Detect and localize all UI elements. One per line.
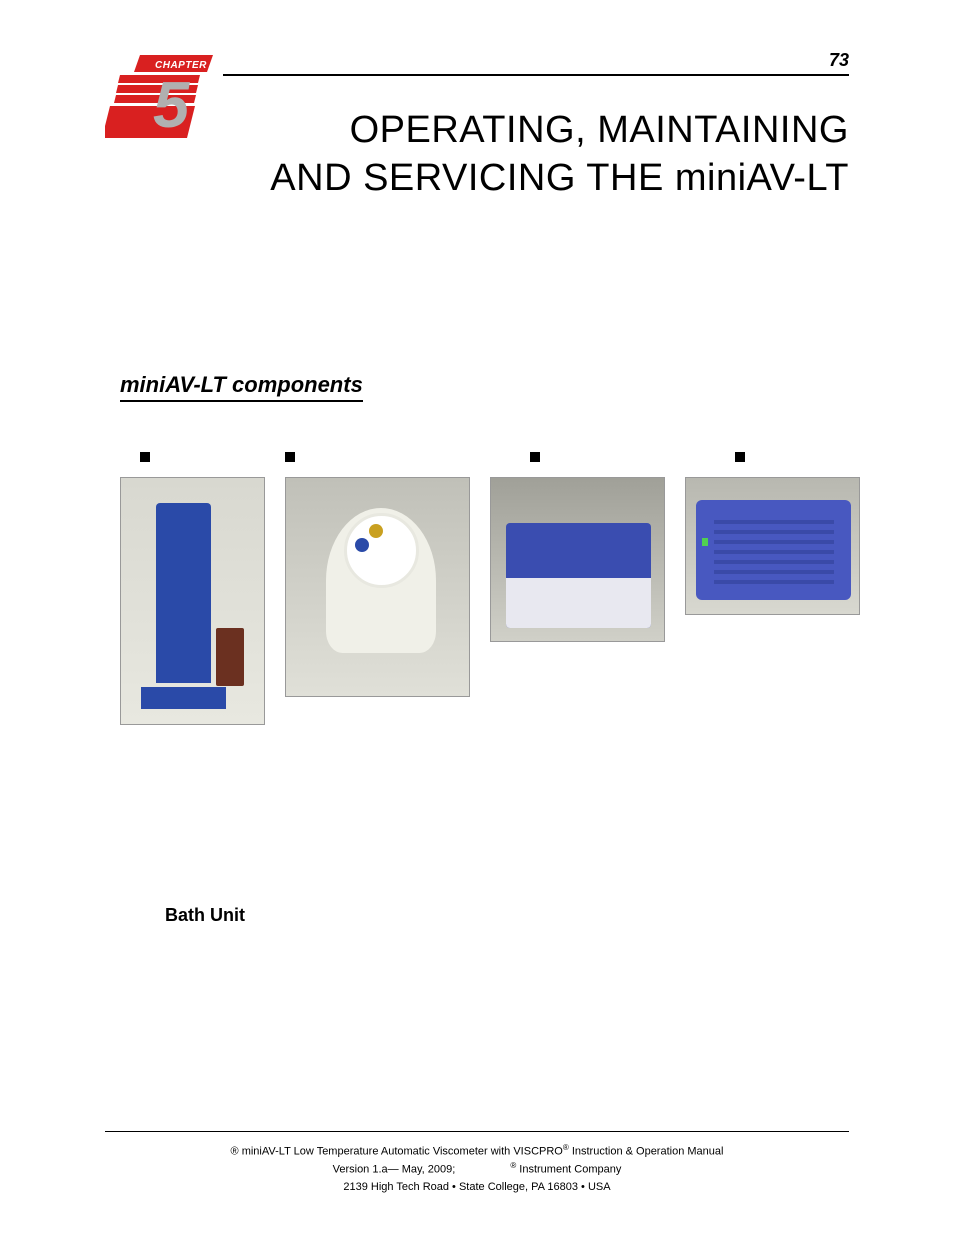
bullet-icon <box>285 452 295 462</box>
component-waste-receiver <box>285 452 470 725</box>
bullet-icon <box>530 452 540 462</box>
chapter-title: OPERATING, MAINTAINING AND SERVICING THE… <box>105 107 849 202</box>
chapter-number-icon: 5 <box>153 72 189 137</box>
footer-line-1: ® miniAV-LT Low Temperature Automatic Vi… <box>105 1142 849 1160</box>
component-bath-unit <box>120 452 265 725</box>
chapter-badge: CHAPTER 5 <box>105 50 215 145</box>
bath-unit-image <box>120 477 265 725</box>
waste-receiver-image <box>285 477 470 697</box>
chiller-image <box>685 477 860 615</box>
bullet-icon <box>735 452 745 462</box>
footer-line-2: Version 1.a— May, 2009;® Instrument Comp… <box>105 1160 849 1178</box>
bullet-icon <box>140 452 150 462</box>
header-rule <box>223 74 849 76</box>
subsection-heading: Bath Unit <box>165 905 849 926</box>
component-power-supply <box>490 452 665 725</box>
footer-rule <box>105 1131 849 1132</box>
components-row <box>120 452 849 725</box>
section-heading: miniAV-LT components <box>120 372 363 402</box>
page-footer: ® miniAV-LT Low Temperature Automatic Vi… <box>105 1131 849 1195</box>
page-number: 73 <box>829 50 849 71</box>
footer-line-3: 2139 High Tech Road • State College, PA … <box>105 1179 849 1196</box>
power-supply-image <box>490 477 665 642</box>
component-chiller <box>685 452 860 725</box>
